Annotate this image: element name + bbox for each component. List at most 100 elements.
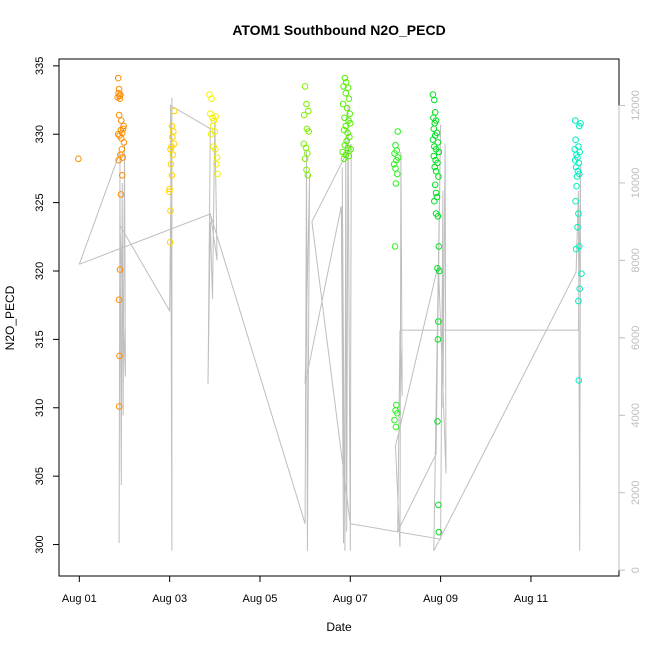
data-point xyxy=(432,167,440,175)
y2-tick-label: 2000 xyxy=(630,480,642,504)
x-tick-label: Aug 07 xyxy=(333,593,368,605)
data-point xyxy=(345,152,353,160)
data-point xyxy=(120,139,128,146)
data-point xyxy=(431,197,438,205)
data-point xyxy=(301,155,309,163)
y-tick-label: 315 xyxy=(34,330,46,348)
data-point xyxy=(436,267,443,275)
data-point xyxy=(115,296,123,304)
y2-tick-label: 6000 xyxy=(630,326,642,350)
data-point xyxy=(430,152,438,160)
data-point xyxy=(431,163,439,171)
data-point xyxy=(429,136,437,143)
data-point xyxy=(305,128,313,135)
data-point xyxy=(207,130,215,138)
data-point xyxy=(301,83,309,90)
series-3 xyxy=(300,83,313,179)
data-point xyxy=(116,266,124,273)
data-point xyxy=(167,161,175,168)
data-point xyxy=(117,191,125,198)
y2-tick-label: 10000 xyxy=(630,168,642,199)
y-tick-label: 305 xyxy=(34,467,46,485)
data-point xyxy=(165,188,173,195)
data-point xyxy=(342,122,350,130)
data-point xyxy=(576,285,584,293)
data-point xyxy=(573,182,580,190)
data-point xyxy=(575,210,582,217)
y2-tick-label: 12000 xyxy=(630,90,642,121)
data-point xyxy=(116,92,123,100)
data-point xyxy=(169,133,176,141)
data-point xyxy=(168,172,176,179)
x-axis-label: Date xyxy=(326,620,352,634)
data-point xyxy=(344,84,352,91)
data-point xyxy=(115,111,123,119)
data-point xyxy=(578,270,585,278)
data-point xyxy=(115,403,123,410)
data-point xyxy=(342,151,350,158)
data-point xyxy=(435,318,442,325)
data-point xyxy=(212,146,219,153)
data-point xyxy=(208,95,215,102)
points-layer xyxy=(75,74,585,536)
data-point xyxy=(392,180,400,187)
data-point xyxy=(575,297,582,305)
data-point xyxy=(576,122,583,130)
data-point xyxy=(166,185,173,193)
data-point xyxy=(304,150,311,157)
series-5 xyxy=(390,128,402,431)
data-point xyxy=(168,143,175,150)
y-axis-label: N2O_PECD xyxy=(3,285,17,350)
y2-tick-label: 0 xyxy=(630,567,642,573)
data-point xyxy=(394,128,402,135)
data-point xyxy=(343,104,351,112)
data-point xyxy=(344,129,351,137)
data-point xyxy=(339,100,347,108)
data-point xyxy=(118,172,126,179)
data-point xyxy=(392,423,400,431)
y-tick-label: 330 xyxy=(34,125,46,143)
data-point xyxy=(119,125,127,133)
data-point xyxy=(434,336,442,343)
data-point xyxy=(166,239,174,246)
data-point xyxy=(170,107,178,115)
data-point xyxy=(434,418,441,425)
data-point xyxy=(167,146,174,153)
y2-tick-label: 8000 xyxy=(630,248,642,272)
chart-title: ATOM1 Southbound N2O_PECD xyxy=(232,22,445,38)
data-point xyxy=(75,155,82,163)
data-point xyxy=(114,130,122,138)
series-6 xyxy=(429,91,443,536)
data-point xyxy=(572,136,579,143)
data-point xyxy=(340,155,348,163)
data-point xyxy=(391,150,398,157)
data-point xyxy=(115,156,122,164)
y2-axis: 0 2000 4000 6000 8000 10000 12000 xyxy=(618,90,642,573)
x-axis: Aug 01 Aug 03 Aug 05 Aug 07 Aug 09 Aug 11 xyxy=(62,575,548,605)
data-point xyxy=(432,189,440,197)
data-point xyxy=(212,113,219,120)
x-tick-label: Aug 11 xyxy=(514,593,548,605)
series-4 xyxy=(339,74,355,163)
x-tick-label: Aug 05 xyxy=(243,593,278,605)
data-point xyxy=(346,110,354,117)
x-tick-label: Aug 01 xyxy=(62,593,97,605)
data-point xyxy=(431,96,438,104)
data-point xyxy=(434,139,442,146)
data-point xyxy=(118,117,125,124)
data-point xyxy=(431,181,439,189)
y-tick-label: 325 xyxy=(34,193,46,211)
data-point xyxy=(435,243,443,250)
data-point xyxy=(342,89,350,97)
data-point xyxy=(212,161,220,168)
data-point xyxy=(304,172,312,179)
data-point xyxy=(214,170,221,178)
data-point xyxy=(347,146,355,153)
series-2 xyxy=(206,91,221,178)
y-tick-label: 320 xyxy=(34,262,46,280)
data-point xyxy=(435,148,443,156)
data-point xyxy=(305,107,312,115)
data-point xyxy=(574,223,581,231)
data-point xyxy=(391,416,398,424)
